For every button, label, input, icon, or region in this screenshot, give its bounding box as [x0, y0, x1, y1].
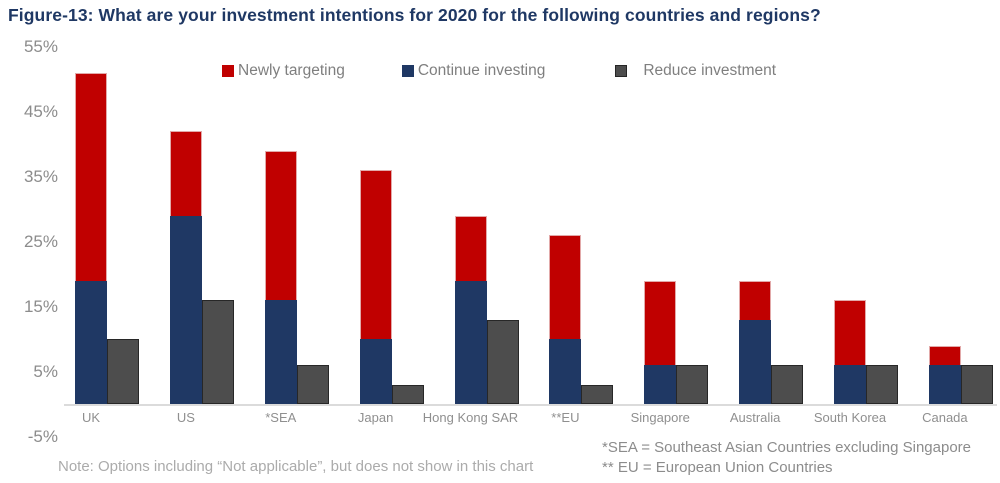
category-label: UK: [81, 410, 101, 425]
stacked-bar: [739, 280, 772, 404]
category-label: *SEA: [265, 410, 297, 425]
footnote-sea: *SEA = Southeast Asian Countries excludi…: [602, 439, 971, 456]
legend-label: Newly targeting: [238, 62, 345, 79]
bar-group: **EU: [549, 0, 614, 425]
footnote-eu: ** EU = European Union Countries: [602, 459, 833, 476]
category-label: Singapore: [630, 410, 690, 425]
legend-swatch-red: [222, 65, 234, 77]
legend-label: Continue investing: [417, 62, 546, 79]
category-label: **EU: [551, 410, 580, 425]
bar-group: Canada: [922, 0, 993, 425]
legend-item-reduce-investment: Reduce investment: [615, 62, 776, 80]
category-label: Canada: [922, 410, 968, 425]
newly-targeting-segment: [264, 150, 297, 300]
x-axis-line: [64, 404, 997, 406]
reduce-investment-bar: [581, 384, 614, 404]
bar-group: Singapore: [631, 0, 709, 425]
reduce-investment-bar: [296, 365, 329, 404]
chart-title: Figure-13: What are your investment inte…: [8, 5, 821, 25]
continue-investing-segment: [739, 319, 772, 404]
category-label: Japan: [357, 410, 394, 425]
y-tick-label: 15%: [23, 296, 58, 316]
newly-targeting-segment: [549, 235, 582, 339]
continue-investing-segment: [928, 365, 961, 404]
y-tick-label: 55%: [23, 36, 58, 56]
bar-group: Japan: [358, 0, 424, 425]
reduce-investment-bar: [201, 300, 234, 404]
reduce-investment-bar: [391, 384, 424, 404]
bar-groups: UK US *SEA Japan Hong Kong SAR **EU Singapore A…: [75, 0, 993, 425]
newly-targeting-segment: [739, 280, 772, 320]
note-not-applicable: Note: Options including “Not applicable”…: [58, 458, 534, 475]
continue-investing-segment: [549, 339, 582, 404]
stacked-bar: [264, 150, 297, 404]
y-tick-label: 35%: [23, 166, 58, 186]
continue-investing-segment: [834, 365, 866, 404]
reduce-investment-bar: [676, 365, 709, 404]
stacked-bar: [644, 280, 677, 404]
chart-legend: Newly targeting Continue investing Reduc…: [222, 62, 776, 80]
reduce-investment-bar: [107, 339, 139, 404]
newly-targeting-segment: [359, 170, 392, 339]
continue-investing-segment: [264, 300, 297, 404]
continue-investing-segment: [75, 280, 107, 404]
bar-group: *SEA: [264, 0, 329, 425]
legend-item-continue-investing: Continue investing: [401, 62, 546, 80]
bar-group: Australia: [730, 0, 804, 425]
y-tick-label: 45%: [23, 101, 58, 121]
stacked-bar: [834, 300, 866, 404]
stacked-bar: [75, 72, 107, 404]
category-label: Hong Kong SAR: [422, 410, 519, 425]
continue-investing-segment: [169, 215, 202, 404]
reduce-investment-bar: [960, 365, 993, 404]
footnotes: *SEA = Southeast Asian Countries excludi…: [602, 438, 971, 478]
y-tick-label: 5%: [33, 361, 58, 381]
reduce-investment-bar: [486, 319, 519, 404]
bar-group: South Korea: [814, 0, 898, 425]
newly-targeting-segment: [928, 345, 961, 365]
y-tick-label: -5%: [27, 426, 58, 446]
bar-group: UK: [75, 0, 139, 425]
legend-label: Reduce investment: [643, 62, 777, 79]
reduce-investment-bar: [771, 365, 804, 404]
reduce-investment-bar: [866, 365, 898, 404]
newly-targeting-segment: [644, 280, 677, 365]
newly-targeting-segment: [75, 72, 107, 281]
category-label: US: [176, 410, 195, 425]
legend-item-newly-targeting: Newly targeting: [222, 62, 345, 80]
newly-targeting-segment: [834, 300, 866, 365]
legend-swatch-gray: [615, 65, 628, 77]
stacked-bar: [454, 215, 487, 404]
y-tick-label: 25%: [23, 231, 58, 251]
continue-investing-segment: [359, 339, 392, 404]
bar-group: Hong Kong SAR: [423, 0, 519, 425]
newly-targeting-segment: [454, 215, 487, 281]
newly-targeting-segment: [169, 131, 202, 216]
category-label: Australia: [729, 410, 781, 425]
continue-investing-segment: [454, 280, 487, 404]
stacked-bar: [549, 235, 582, 404]
stacked-bar: [169, 131, 202, 404]
continue-investing-segment: [644, 365, 677, 404]
category-label: South Korea: [813, 410, 887, 425]
stacked-bar: [359, 170, 392, 404]
legend-swatch-blue: [401, 65, 414, 77]
stacked-bar: [928, 345, 961, 404]
bar-group: US: [169, 0, 234, 425]
